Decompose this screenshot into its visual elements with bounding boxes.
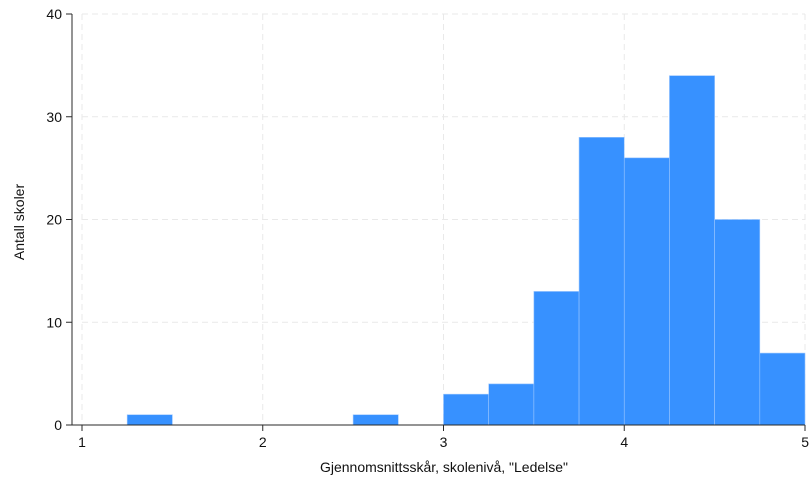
x-tick-label: 4: [620, 434, 628, 450]
histogram-bar: [714, 219, 761, 426]
x-tick-label: 3: [440, 434, 448, 450]
x-tick-label: 5: [801, 434, 809, 450]
x-tick-label: 2: [259, 434, 267, 450]
y-tick-label: 10: [46, 314, 62, 330]
histogram-bar: [623, 157, 670, 426]
y-axis-title: Antall skoler: [11, 184, 27, 261]
bars-layer: [126, 75, 806, 426]
histogram-bar: [578, 137, 625, 426]
y-tick-label: 30: [46, 109, 62, 125]
histogram-bar: [759, 352, 806, 426]
y-tick-label: 20: [46, 212, 62, 228]
x-axis-title: Gjennomsnittsskår, skolenivå, "Ledelse": [320, 459, 568, 475]
histogram-bar: [352, 414, 399, 426]
histogram-bar: [443, 393, 489, 426]
histogram-bar: [669, 75, 715, 426]
x-tick-label: 1: [78, 434, 86, 450]
histogram-bar: [533, 291, 580, 426]
y-tick-label: 40: [46, 6, 62, 22]
labels-layer: 0 10 20 30 40 1 2 3 4 5: [46, 6, 809, 450]
y-tick-label: 0: [54, 417, 62, 433]
histogram-bar: [126, 414, 173, 426]
histogram-bar: [488, 383, 535, 426]
axes-layer: [66, 13, 806, 431]
